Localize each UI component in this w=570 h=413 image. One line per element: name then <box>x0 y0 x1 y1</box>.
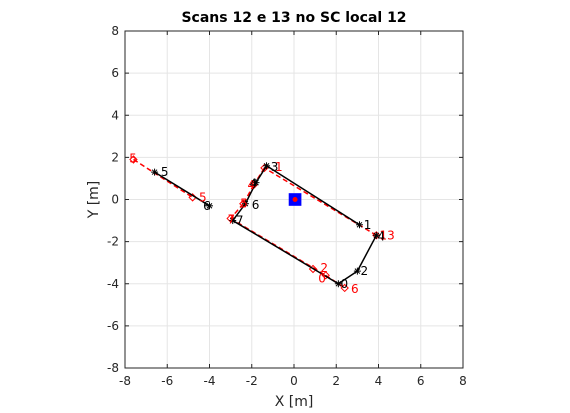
scan12-point-label: 2 <box>361 264 369 278</box>
x-tick-label: 0 <box>290 374 298 388</box>
y-tick-label: -4 <box>107 277 119 291</box>
scan12-point-label: 4 <box>377 229 385 243</box>
x-tick-label: 2 <box>332 374 340 388</box>
scan12-point-label: 6 <box>252 198 260 212</box>
scan12-point-label: 5 <box>161 165 169 179</box>
y-axis-label: Y [m] <box>86 181 102 220</box>
y-tick-label: 4 <box>111 108 119 122</box>
x-tick-label: -8 <box>119 374 131 388</box>
x-tick-label: -6 <box>161 374 173 388</box>
y-tick-label: -6 <box>107 319 119 333</box>
scan13-point-label: 5 <box>129 151 137 165</box>
x-tick-label: -4 <box>204 374 216 388</box>
scan12-point <box>151 169 158 176</box>
y-tick-label: 6 <box>111 66 119 80</box>
scan12-point-label: 6 <box>203 199 211 213</box>
sensor-dot <box>293 197 298 202</box>
y-tick-label: -8 <box>107 361 119 375</box>
scan13-point-label: 0 <box>318 271 326 285</box>
scan13-point-label: 5 <box>240 197 248 211</box>
scan13-point-label: 7 <box>227 213 235 227</box>
x-tick-label: -2 <box>246 374 258 388</box>
x-tick-label: 8 <box>459 374 467 388</box>
x-axis-label: X [m] <box>275 394 314 410</box>
y-tick-label: 8 <box>111 24 119 38</box>
scan12-point-label: 3 <box>271 160 279 174</box>
scan12-point-label: 1 <box>364 218 372 232</box>
y-tick-label: 2 <box>111 150 119 164</box>
scan13-point-label: 6 <box>351 282 359 296</box>
scan12-point-label: 7 <box>236 214 244 228</box>
x-tick-label: 4 <box>375 374 383 388</box>
chart-title: Scans 12 e 13 no SC local 12 <box>181 10 406 26</box>
y-tick-label: 0 <box>111 193 119 207</box>
scan12-point-label: 4 <box>250 177 258 191</box>
y-tick-label: -2 <box>107 235 119 249</box>
x-tick-label: 6 <box>417 374 425 388</box>
scan12-point-label: 0 <box>340 277 348 291</box>
